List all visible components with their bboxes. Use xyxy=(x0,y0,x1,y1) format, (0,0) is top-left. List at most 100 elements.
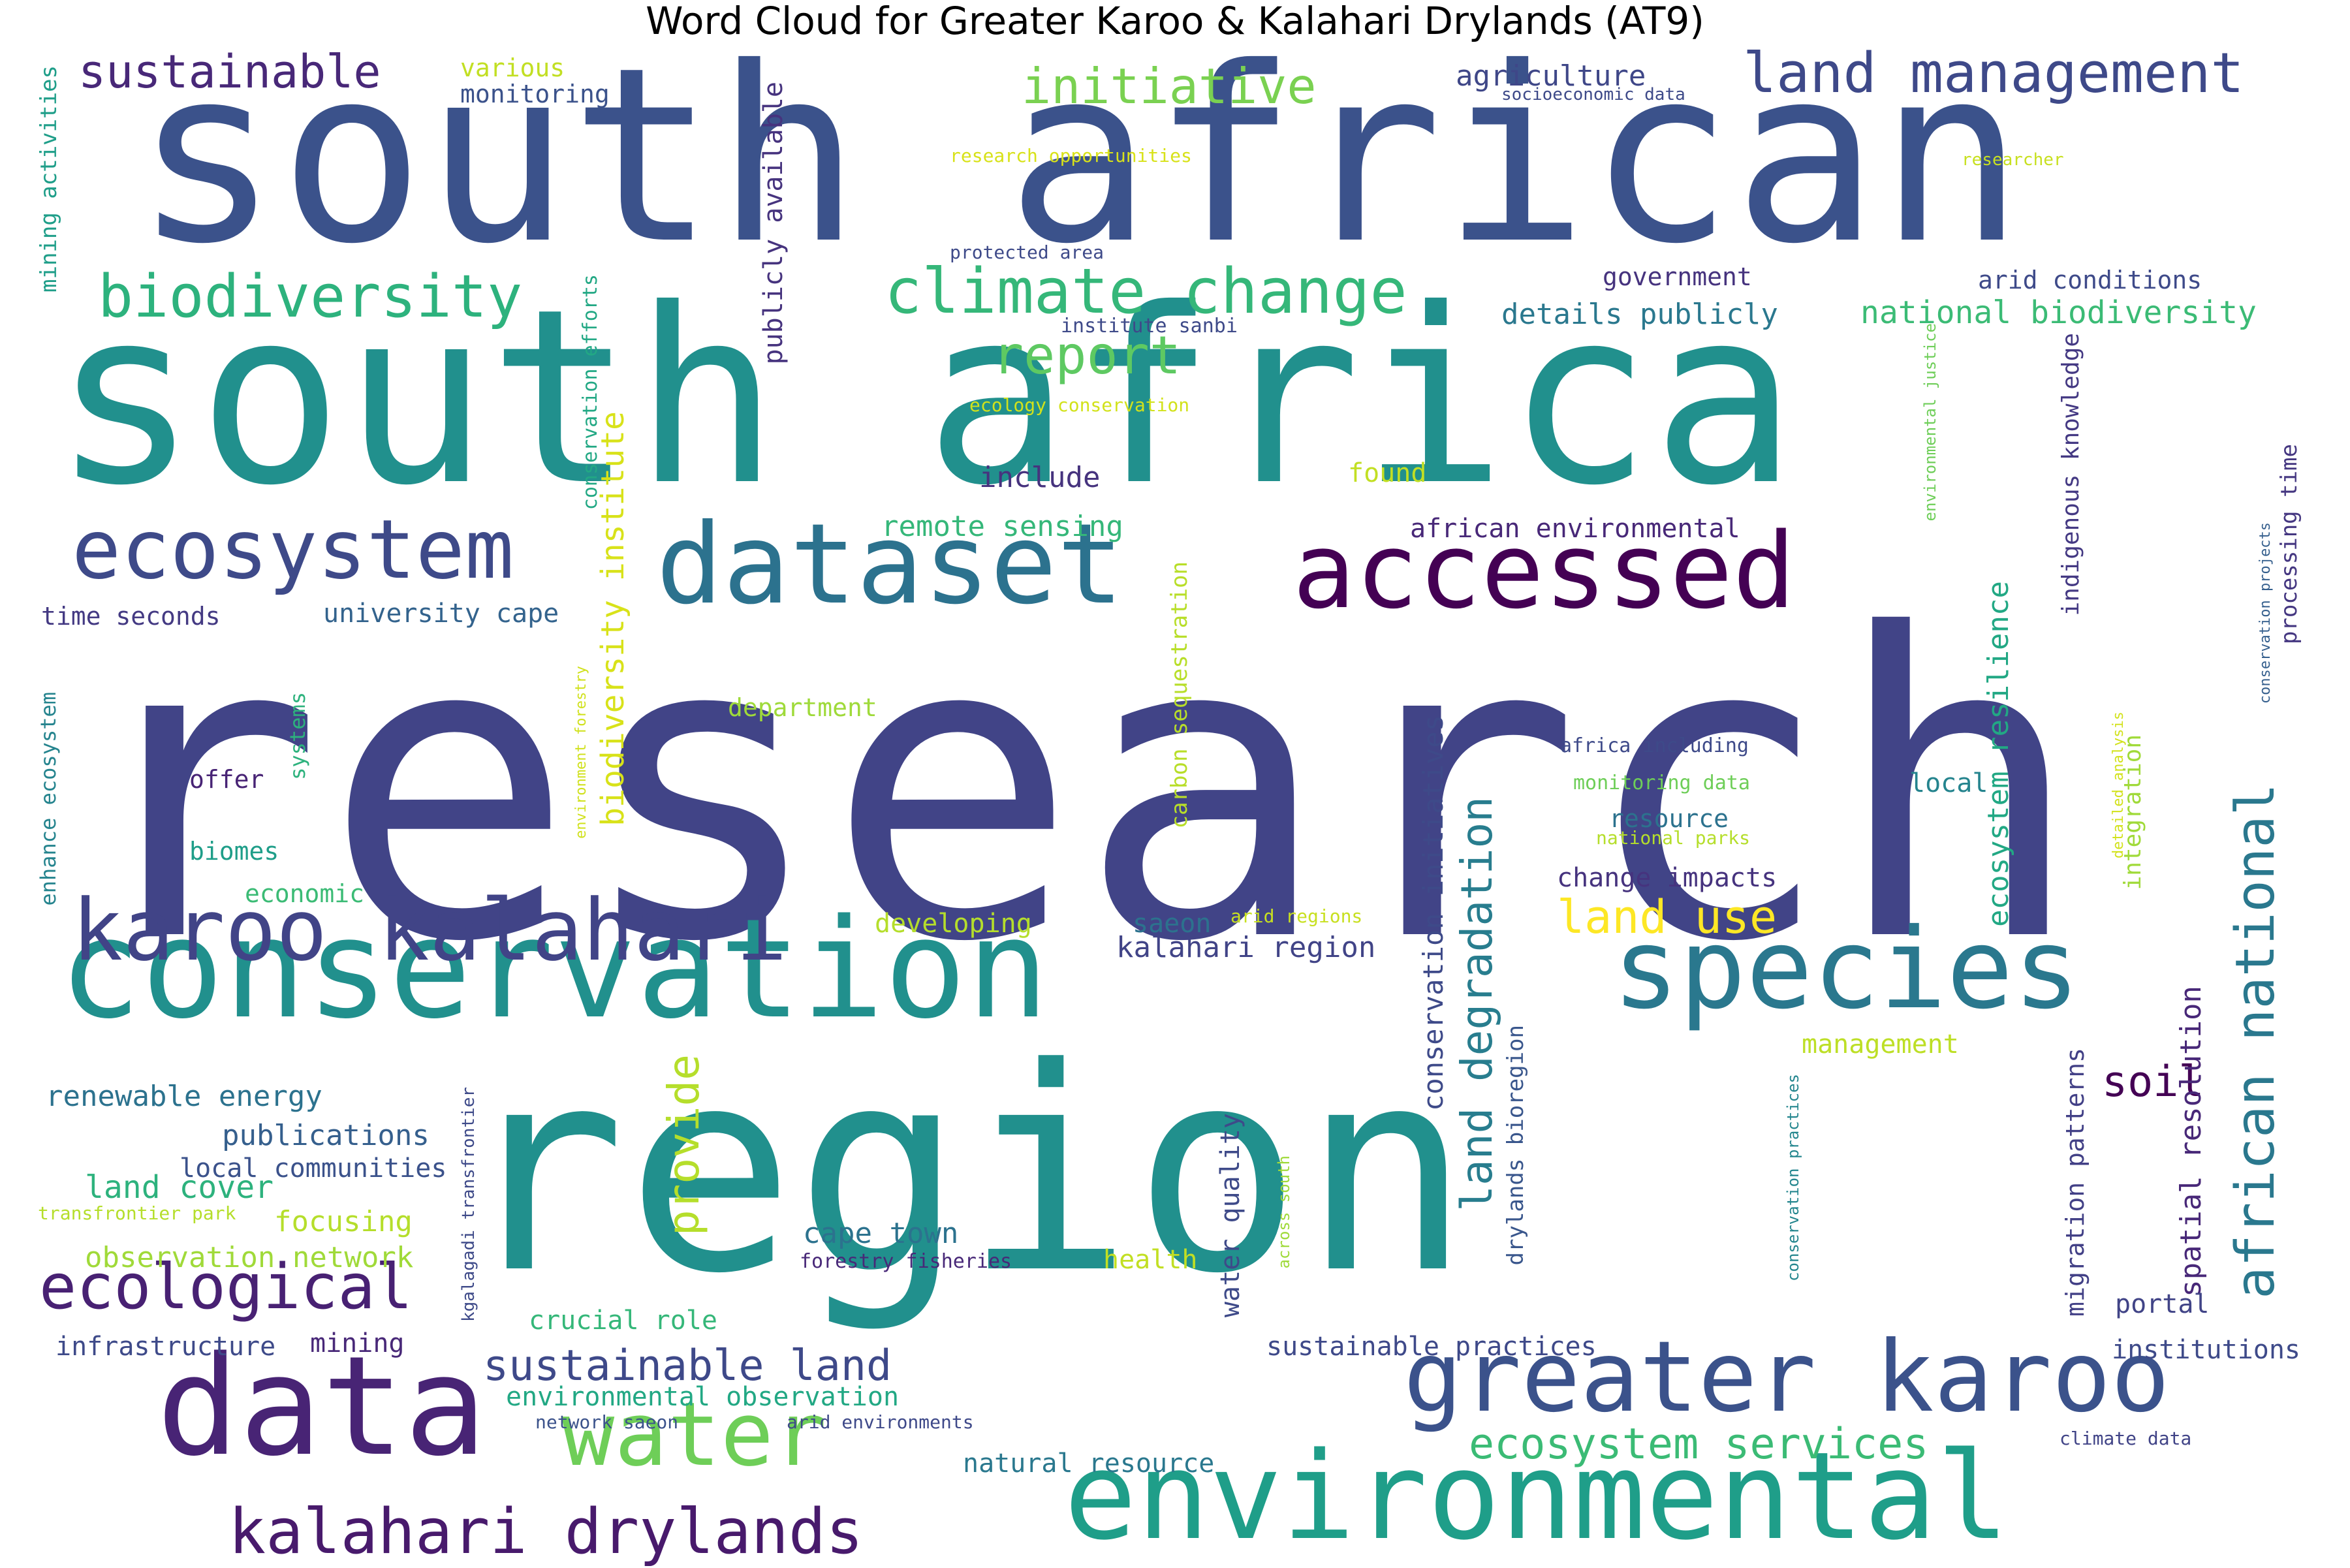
word-sustainable: sustainable xyxy=(78,45,381,99)
word-local-communities: local communities xyxy=(180,1153,447,1184)
word-publicly-available: publicly available xyxy=(759,82,789,365)
word-time-seconds: time seconds xyxy=(41,602,221,631)
word-protected-area: protected area xyxy=(950,242,1104,263)
word-arid-environments: arid environments xyxy=(787,1411,974,1433)
chart-title: Word Cloud for Greater Karoo & Kalahari … xyxy=(646,0,1704,43)
word-conservation-practices: conservation practices xyxy=(1784,1074,1802,1281)
word-spatial-resolution: spatial resolution xyxy=(2174,986,2208,1297)
word-indigenous-knowledge: indigenous knowledge xyxy=(2058,333,2084,616)
word-natural-resource: natural resource xyxy=(963,1449,1215,1479)
word-researcher: researcher xyxy=(1962,150,2064,170)
word-ecology-conservation: ecology conservation xyxy=(969,394,1190,416)
word-kalahari-region: kalahari region xyxy=(1116,931,1376,964)
word-renewable-energy: renewable energy xyxy=(46,1080,322,1113)
word-conservation-efforts: conservation efforts xyxy=(579,274,602,510)
word-socioeconomic-data: socioeconomic data xyxy=(1501,85,1685,104)
word-forestry-fisheries: forestry fisheries xyxy=(800,1250,1012,1273)
word-biodiversity: biodiversity xyxy=(98,262,523,331)
word-region: region xyxy=(457,1009,1471,1335)
word-national-parks: national parks xyxy=(1596,827,1751,849)
word-conservation-initiatives: conservation initiatives xyxy=(1417,715,1449,1111)
word-include: include xyxy=(979,461,1101,494)
word-found: found xyxy=(1348,458,1427,488)
word-mining-activities: mining activities xyxy=(36,65,62,292)
word-focusing: focusing xyxy=(274,1205,413,1238)
word-sustainable-practices: sustainable practices xyxy=(1266,1332,1597,1362)
word-greater-karoo: greater karoo xyxy=(1403,1321,2170,1434)
word-monitoring-data: monitoring data xyxy=(1573,772,1750,794)
word-biodiversity-institute: biodiversity institute xyxy=(595,411,631,826)
word-portal: portal xyxy=(2115,1289,2210,1319)
word-south-africa: south africa xyxy=(52,258,1798,539)
word-change-impacts: change impacts xyxy=(1557,863,1778,893)
word-karoo-kalahari: karoo kalahari xyxy=(72,881,787,980)
word-observation-network: observation network xyxy=(85,1241,414,1274)
word-various: various xyxy=(460,54,565,82)
word-conservation-projects: conservation projects xyxy=(2257,522,2274,704)
word-carbon-sequestration: carbon sequestration xyxy=(1167,561,1193,829)
word-agriculture: agriculture xyxy=(1456,59,1646,93)
word-university-cape: university cape xyxy=(323,599,559,629)
word-conservation: conservation xyxy=(59,889,1050,1049)
word-detailed-analysis: detailed analysis xyxy=(2110,712,2127,859)
word-infrastructure: infrastructure xyxy=(55,1332,276,1362)
word-sustainable-land: sustainable land xyxy=(483,1341,892,1390)
word-economic: economic xyxy=(245,879,365,908)
word-ecological: ecological xyxy=(39,1251,413,1323)
word-enhance-ecosystem: enhance ecosystem xyxy=(36,692,61,906)
word-initiative: initiative xyxy=(1022,57,1317,115)
word-offer: offer xyxy=(189,765,264,794)
word-institutions: institutions xyxy=(2112,1335,2300,1365)
word-monitoring: monitoring xyxy=(460,80,610,108)
word-africa-including: africa including xyxy=(1560,734,1749,757)
word-resource: resource xyxy=(1609,804,1729,833)
word-biomes: biomes xyxy=(189,837,279,866)
word-national-biodiversity: national biodiversity xyxy=(1860,294,2257,331)
word-land-management: land management xyxy=(1743,41,2244,106)
word-data: data xyxy=(157,1326,487,1486)
word-african-environmental: african environmental xyxy=(1410,514,1740,544)
word-migration-patterns: migration patterns xyxy=(2061,1048,2090,1317)
word-ecosystem-resilience: ecosystem resilience xyxy=(1982,581,2015,927)
word-details-publicly: details publicly xyxy=(1501,298,1778,331)
word-network-saeon: network saeon xyxy=(535,1411,679,1433)
word-land-degradation: land degradation xyxy=(1452,796,1502,1212)
word-species: species xyxy=(1612,905,2080,1034)
word-crucial-role: crucial role xyxy=(529,1306,717,1336)
word-developing: developing xyxy=(875,909,1032,939)
word-department: department xyxy=(728,693,877,722)
word-arid-conditions: arid conditions xyxy=(1978,266,2202,294)
word-water: water xyxy=(561,1383,827,1486)
word-mining: mining xyxy=(310,1328,405,1358)
word-research-opportunities: research opportunities xyxy=(950,145,1192,166)
word-dataset: dataset xyxy=(656,500,1124,629)
word-health: health xyxy=(1103,1245,1198,1275)
word-environmental-observation: environmental observation xyxy=(506,1382,900,1412)
word-environmental: environmental xyxy=(1064,1426,2009,1567)
word-report: report xyxy=(992,325,1181,386)
word-transfrontier-park: transfrontier park xyxy=(38,1202,236,1224)
word-institute-sanbi: institute sanbi xyxy=(1061,315,1238,337)
word-publications: publications xyxy=(222,1119,430,1152)
word-african-national: african national xyxy=(2225,783,2287,1299)
word-management: management xyxy=(1802,1029,1959,1059)
word-ecosystem-services: ecosystem services xyxy=(1469,1420,1929,1469)
word-accessed: accessed xyxy=(1292,510,1796,632)
word-arid-regions: arid regions xyxy=(1230,905,1363,927)
word-ecosystem: ecosystem xyxy=(72,503,514,597)
word-local: local xyxy=(1909,768,1988,798)
word-kgalagadi-transfrontier: kgalagadi transfrontier xyxy=(459,1087,478,1323)
word-government: government xyxy=(1603,262,1752,291)
word-kalahari-drylands: kalahari drylands xyxy=(228,1496,864,1568)
word-land-use: land use xyxy=(1557,890,1778,944)
word-environmental-justice: environmental justice xyxy=(1921,323,1939,522)
word-saeon: saeon xyxy=(1133,909,1212,939)
word-water-quality: water quality xyxy=(1215,1113,1246,1318)
word-provide: provide xyxy=(659,1054,709,1236)
word-processing-time: processing time xyxy=(2276,444,2302,645)
word-across-south: across south xyxy=(1275,1155,1293,1269)
word-south-african: south african xyxy=(134,16,2024,297)
word-climate-change: climate change xyxy=(885,256,1407,328)
word-environment-forestry: environment forestry xyxy=(573,666,589,839)
